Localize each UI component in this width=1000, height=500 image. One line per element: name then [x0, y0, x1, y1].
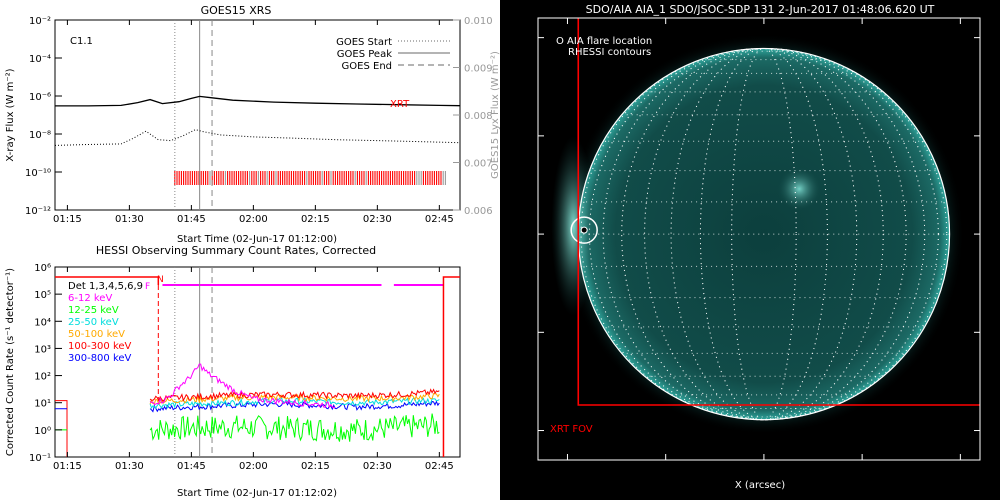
hessi-legend-label: 50-100 keV — [68, 329, 125, 340]
active-region — [777, 167, 821, 211]
aia-x-tick-label: 500 — [853, 465, 872, 476]
hessi-flag-n: N — [157, 275, 164, 285]
aia-y-tick-label: 1000 — [510, 34, 535, 45]
goes-legend-label: GOES Peak — [337, 49, 392, 60]
goes-y-tick-label: 10⁻⁸ — [29, 130, 51, 141]
goes-x-tick-label: 02:45 — [425, 214, 454, 225]
goes-y-tick-label: 10⁻¹² — [25, 206, 51, 217]
rhessi-contour — [581, 227, 587, 233]
goes-x-tick-label: 02:00 — [239, 214, 268, 225]
goes-y2-tick-label: 0.010 — [464, 16, 493, 27]
goes-x-tick-label: 01:45 — [177, 214, 206, 225]
aia-fov-label: XRT FOV — [550, 424, 593, 435]
limb-brightening — [551, 136, 595, 316]
goes-x-tick-label: 02:30 — [363, 214, 392, 225]
goes-y2-axis-label: GOES15 Lyx Flux (W m⁻²) — [490, 51, 501, 179]
aia-x-tick-label: 1000 — [948, 465, 973, 476]
hessi-legend-label: 12-25 keV — [68, 305, 119, 316]
hessi-x-tick-label: 02:00 — [239, 461, 268, 472]
hessi-x-axis-label: Start Time (02-Jun-17 01:12:02) — [177, 488, 337, 499]
goes-x-tick-label: 01:15 — [53, 214, 82, 225]
hessi-state-line — [443, 277, 460, 457]
hessi-y-tick-label: 10⁴ — [34, 317, 51, 328]
hessi-legend-label: 300-800 keV — [68, 353, 132, 364]
goes-y-tick-label: 10⁻⁴ — [29, 54, 51, 65]
aia-x-tick-label: 0 — [761, 465, 767, 476]
hessi-legend-label: 6-12 keV — [68, 293, 112, 304]
aia-y-tick-label: -1000 — [506, 427, 535, 438]
hessi-legend: 6-12 keV12-25 keV25-50 keV50-100 keV100-… — [68, 293, 132, 364]
goes-y-tick-label: 10⁻¹⁰ — [25, 168, 51, 179]
hessi-x-tick-label: 02:45 — [425, 461, 454, 472]
hessi-x-tick-label: 01:30 — [115, 461, 144, 472]
aia-y-tick-label: -500 — [512, 328, 535, 339]
goes-y-tick-label: 10⁻² — [29, 16, 51, 27]
hessi-panel: HESSI Observing Summary Count Rates, Cor… — [5, 244, 460, 499]
aia-title: SDO/AIA AIA_1 SDO/JSOC-SDP 131 2-Jun-201… — [586, 3, 935, 16]
goes-legend: GOES StartGOES PeakGOES End — [336, 37, 450, 72]
hessi-x-ticks: 01:15 01:30 01:45 02:00 02:15 02:30 02:45 — [53, 267, 454, 472]
goes-xrt-label: XRT — [390, 99, 410, 110]
hessi-y-tick-label: 10² — [34, 372, 51, 383]
hessi-y-tick-label: 10¹ — [34, 399, 51, 410]
goes-x-tick-label: 02:15 — [301, 214, 330, 225]
hessi-x-tick-label: 02:15 — [301, 461, 330, 472]
goes-legend-label: GOES Start — [336, 37, 392, 48]
goes-marks — [55, 20, 460, 210]
goes-y2-tick-label: 0.008 — [464, 111, 493, 122]
hessi-legend-label: 25-50 keV — [68, 317, 119, 328]
hessi-x-tick-label: 01:45 — [177, 461, 206, 472]
hessi-title: HESSI Observing Summary Count Rates, Cor… — [96, 244, 376, 257]
aia-x-tick-label: -1000 — [553, 465, 582, 476]
hessi-series-line — [150, 414, 439, 442]
goes-y2-tick-label: 0.006 — [464, 206, 493, 217]
goes-y-ticks: 10⁻² 10⁻⁴ 10⁻⁶ 10⁻⁸ 10⁻¹⁰ 10⁻¹² — [25, 16, 62, 217]
aia-x-tick-label: -500 — [654, 465, 677, 476]
hessi-x-tick-label: 01:15 — [53, 461, 82, 472]
hessi-y-tick-label: 10⁵ — [34, 290, 51, 301]
goes-legend-label: GOES End — [342, 61, 392, 72]
hessi-y-tick-label: 10³ — [34, 344, 51, 355]
goes-title: GOES15 XRS — [201, 4, 272, 17]
aia-y-tick-label: 0 — [529, 230, 535, 241]
goes-y2-tick-label: 0.007 — [464, 159, 493, 170]
goes-y2-tick-label: 0.009 — [464, 64, 493, 75]
hessi-y-axis-label: Corrected Count Rate (s⁻¹ detector⁻¹) — [5, 268, 16, 456]
hessi-x-tick-label: 02:30 — [363, 461, 392, 472]
aia-y-tick-label: 500 — [516, 132, 535, 143]
goes-y2-ticks: 0.010 0.009 0.008 0.007 0.006 — [453, 16, 493, 217]
aia-legend-rhessi: RHESSI contours — [568, 47, 651, 58]
hessi-detectors: Det 1,3,4,5,6,9 — [68, 281, 143, 292]
goes-panel: GOES15 XRS 01:15 01:30 01:45 02:00 02:15 02:3… — [5, 4, 501, 245]
goes-x-ticks: 01:15 01:30 01:45 02:00 02:15 02:30 02:45 — [53, 20, 454, 225]
goes-y-axis-label: X-ray Flux (W m⁻²) — [5, 68, 16, 161]
hessi-y-tick-label: 10⁻¹ — [29, 453, 51, 464]
hessi-legend-label: 100-300 keV — [68, 341, 132, 352]
hessi-flag-f: F — [145, 282, 150, 292]
goes-series-line — [55, 130, 460, 146]
hessi-y-tick-label: 10⁶ — [34, 263, 51, 274]
goes-y-tick-label: 10⁻⁶ — [29, 92, 51, 103]
hessi-y-tick-label: 10⁰ — [34, 426, 51, 437]
goes-x-tick-label: 01:30 — [115, 214, 144, 225]
aia-legend-flare: O AIA flare location — [556, 36, 652, 47]
aia-x-axis-label: X (arcsec) — [735, 480, 785, 491]
goes-flare-class: C1.1 — [70, 36, 93, 47]
hessi-y-ticks: 10⁶ 10⁵ 10⁴ 10³ 10² 10¹ 10⁰ 10⁻¹ — [29, 263, 62, 464]
aia-panel: SDO/AIA AIA_1 SDO/JSOC-SDP 131 2-Jun-201… — [500, 0, 1000, 500]
